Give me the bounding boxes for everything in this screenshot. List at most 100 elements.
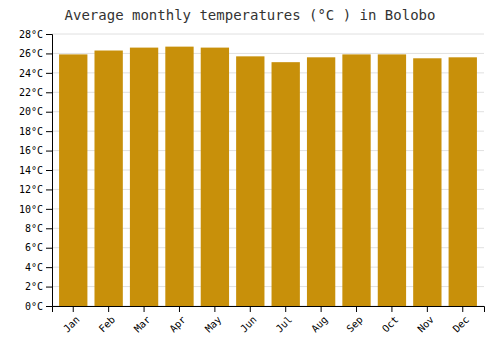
y-axis-line: [46, 35, 53, 307]
x-tick-mark: [214, 306, 215, 312]
y-tick-label: 16°C: [19, 145, 43, 156]
y-tick-mark: [46, 228, 52, 229]
x-tick: Feb: [97, 306, 118, 334]
x-tick: May: [203, 306, 224, 334]
bar: [201, 48, 229, 306]
plot: 0°C 2°C 4°C 6°C 8°C 10°C 12°C 14°C 16°C 18°C 20°C 2…: [19, 29, 485, 335]
x-tick-mark: [356, 306, 357, 312]
bar: [130, 48, 158, 306]
y-tick: 2°C: [25, 281, 52, 292]
y-tick-mark: [46, 267, 52, 268]
y-tick: 12°C: [19, 184, 52, 195]
y-tick-label: 10°C: [19, 204, 43, 215]
x-tick-mark: [179, 306, 180, 312]
x-tick-mark: [73, 306, 74, 312]
y-axis: 0°C 2°C 4°C 6°C 8°C 10°C 12°C 14°C 16°C 18°C 20°C 2…: [19, 29, 53, 312]
y-tick-label: 28°C: [19, 29, 43, 40]
bar: [94, 51, 122, 306]
bar: [449, 57, 477, 306]
y-tick-label: 8°C: [25, 223, 43, 234]
bar: [59, 54, 87, 306]
x-tick: Oct: [380, 306, 401, 334]
x-axis: Jan Feb Mar Apr May Jun Jul Aug Sep Oct Nov Dec: [53, 306, 485, 334]
y-tick: 8°C: [25, 223, 52, 234]
x-tick: Apr: [167, 306, 188, 334]
x-tick-label: Oct: [380, 314, 401, 335]
chart-container: Average monthly temperatures (°C ) in Bo…: [0, 0, 500, 350]
y-tick-mark: [46, 53, 52, 54]
x-tick-label: Nov: [415, 314, 436, 335]
y-tick: 0°C: [25, 301, 52, 312]
y-tick-label: 22°C: [19, 87, 43, 98]
y-tick-mark: [46, 151, 52, 152]
y-tick-label: 20°C: [19, 106, 43, 117]
y-tick: 6°C: [25, 242, 52, 253]
y-tick-label: 0°C: [25, 301, 43, 312]
y-tick-label: 2°C: [25, 281, 43, 292]
y-tick: 28°C: [19, 29, 52, 40]
x-tick-label: Apr: [167, 314, 188, 335]
y-tick-mark: [46, 209, 52, 210]
bar: [272, 62, 300, 306]
bars: [59, 47, 477, 306]
x-tick: Jan: [61, 306, 82, 334]
y-tick-mark: [46, 92, 52, 93]
y-tick-mark: [46, 189, 52, 190]
x-tick-label: May: [203, 314, 224, 335]
y-tick-mark: [46, 34, 52, 35]
y-tick: 24°C: [19, 68, 52, 79]
y-tick-mark: [46, 306, 52, 307]
x-axis-line: [53, 307, 485, 313]
x-tick: Sep: [344, 306, 365, 334]
x-tick-mark: [427, 306, 428, 312]
y-tick-mark: [46, 248, 52, 249]
y-tick-label: 18°C: [19, 126, 43, 137]
y-tick: 18°C: [19, 126, 52, 137]
y-tick-mark: [46, 112, 52, 113]
x-tick-mark: [250, 306, 251, 312]
x-tick-mark: [391, 306, 392, 312]
x-tick-label: Aug: [309, 314, 330, 335]
x-tick-label: Sep: [344, 314, 365, 335]
x-tick-mark: [321, 306, 322, 312]
y-tick-label: 12°C: [19, 184, 43, 195]
y-tick-label: 6°C: [25, 242, 43, 253]
y-tick-mark: [46, 170, 52, 171]
y-tick: 4°C: [25, 262, 52, 273]
y-tick-label: 4°C: [25, 262, 43, 273]
x-tick-mark: [108, 306, 109, 312]
x-tick-label: Mar: [132, 314, 153, 335]
x-tick-mark: [462, 306, 463, 312]
grid-line: [52, 34, 484, 35]
y-tick-label: 24°C: [19, 68, 43, 79]
y-tick: 22°C: [19, 87, 52, 98]
x-tick: Jul: [274, 306, 295, 334]
y-tick-mark: [46, 131, 52, 132]
y-tick-mark: [46, 73, 52, 74]
x-tick-mark: [144, 306, 145, 312]
bar: [307, 57, 335, 306]
x-tick-label: Jul: [274, 314, 295, 335]
y-tick: 14°C: [19, 165, 52, 176]
y-tick-label: 26°C: [19, 48, 43, 59]
y-tick: 16°C: [19, 145, 52, 156]
bar: [378, 54, 406, 306]
y-tick: 10°C: [19, 204, 52, 215]
x-tick-label: Feb: [97, 314, 118, 335]
x-tick: Aug: [309, 306, 330, 334]
title: Average monthly temperatures (°C ) in Bo…: [65, 7, 436, 23]
grid: [52, 34, 484, 306]
bar: [342, 54, 370, 306]
x-tick-label: Jun: [238, 314, 259, 335]
x-tick-label: Jan: [61, 314, 82, 335]
y-tick: 20°C: [19, 106, 52, 117]
chart: Average monthly temperatures (°C ) in Bo…: [0, 0, 500, 350]
x-tick: Jun: [238, 306, 259, 334]
bar: [413, 58, 441, 306]
y-tick-mark: [46, 287, 52, 288]
bar: [236, 56, 264, 306]
x-tick-label: Dec: [451, 314, 472, 335]
x-tick: Dec: [451, 306, 472, 334]
bar: [165, 47, 193, 306]
y-tick-label: 14°C: [19, 165, 43, 176]
